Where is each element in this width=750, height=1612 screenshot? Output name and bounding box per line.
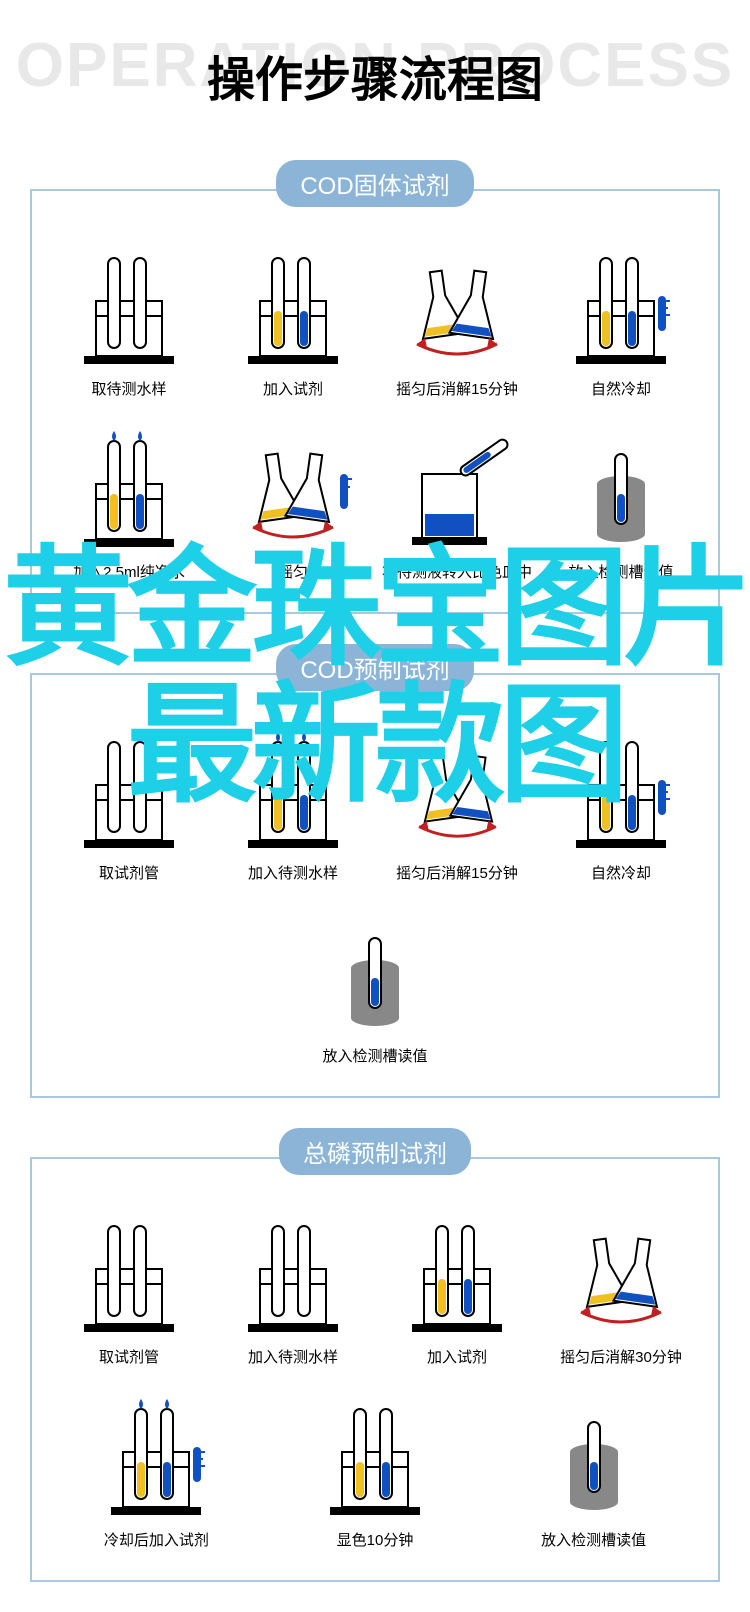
section-tab-wrap: COD固体试剂 [0, 160, 750, 207]
rack-thermo-icon [546, 236, 696, 366]
step-label: 取试剂管 [67, 862, 192, 883]
step-label: 放入检测槽读值 [546, 561, 696, 582]
step-item: 放入检测槽读值 [313, 903, 438, 1066]
section-tab-wrap: COD预制试剂 [0, 644, 750, 691]
rack-empty-icon [54, 236, 204, 366]
step-label: 取待测水样 [54, 378, 204, 399]
flask-shake-icon [382, 236, 532, 366]
step-item: 加入试剂 [382, 1204, 532, 1367]
rack-drops-icon [231, 720, 356, 850]
pour-icon [382, 419, 532, 549]
step-item: 自然冷却 [559, 720, 684, 883]
rack-yb-icon [382, 1204, 532, 1334]
section-box-cod-solid: 取待测水样加入试剂摇匀后消解15分钟自然冷却加入2.5ml纯净水摇匀将待测液转入… [30, 189, 720, 614]
rack-yb-icon [300, 1387, 450, 1517]
step-grid: 取试剂管加入待测水样加入试剂摇匀后消解30分钟冷却后加入试剂 显色10分钟 放入检测… [52, 1204, 698, 1550]
step-item: 加入待测水样 [218, 1204, 368, 1367]
section-tab: COD固体试剂 [276, 160, 473, 207]
section-tab: 总磷预制试剂 [279, 1128, 471, 1175]
step-label: 摇匀 [218, 561, 368, 582]
step-grid: 取待测水样加入试剂摇匀后消解15分钟自然冷却加入2.5ml纯净水摇匀将待测液转入… [52, 236, 698, 582]
step-item: 加入试剂 [218, 236, 368, 399]
step-item: 摇匀后消解30分钟 [546, 1204, 696, 1367]
step-grid: 取试剂管 加入待测水样 摇匀后消解15分钟 自然冷却放入检测槽读值 [52, 720, 698, 1066]
step-label: 加入试剂 [382, 1346, 532, 1367]
step-item: 冷却后加入试剂 [81, 1387, 231, 1550]
step-label: 冷却后加入试剂 [81, 1529, 231, 1550]
step-item: 放入检测槽读值 [519, 1387, 669, 1550]
step-item: 取待测水样 [54, 236, 204, 399]
cup-icon [546, 419, 696, 549]
section-box-phosphorus: 取试剂管加入待测水样加入试剂摇匀后消解30分钟冷却后加入试剂 显色10分钟 放入检测… [30, 1157, 720, 1582]
rack-drops-thermo-icon [81, 1387, 231, 1517]
step-label: 放入检测槽读值 [313, 1045, 438, 1066]
flask-shake-icon [395, 720, 520, 850]
step-item: 摇匀 [218, 419, 368, 582]
step-label: 将待测液转入比色皿中 [382, 561, 532, 582]
rack-empty-icon [54, 1204, 204, 1334]
cup-icon [519, 1387, 669, 1517]
section-tab: COD预制试剂 [276, 644, 473, 691]
step-label: 显色10分钟 [300, 1529, 450, 1550]
step-item: 自然冷却 [546, 236, 696, 399]
step-label: 自然冷却 [546, 378, 696, 399]
rack-drops-icon [54, 419, 204, 549]
step-label: 自然冷却 [559, 862, 684, 883]
step-item: 加入待测水样 [231, 720, 356, 883]
header: OPERATION PROCESS 操作步骤流程图 [0, 0, 750, 140]
step-label: 取试剂管 [54, 1346, 204, 1367]
step-label: 摇匀后消解15分钟 [382, 378, 532, 399]
rack-thermo-icon [559, 720, 684, 850]
section-tab-wrap: 总磷预制试剂 [0, 1128, 750, 1175]
step-label: 加入2.5ml纯净水 [54, 561, 204, 582]
rack-empty-icon [218, 1204, 368, 1334]
step-item: 摇匀后消解15分钟 [382, 236, 532, 399]
flask-shake-icon [546, 1204, 696, 1334]
step-label: 加入试剂 [218, 378, 368, 399]
rack-empty-icon [67, 720, 192, 850]
step-label: 摇匀后消解15分钟 [395, 862, 520, 883]
step-item: 加入2.5ml纯净水 [54, 419, 204, 582]
step-item: 放入检测槽读值 [546, 419, 696, 582]
step-item: 摇匀后消解15分钟 [395, 720, 520, 883]
step-label: 加入待测水样 [231, 862, 356, 883]
rack-yb-icon [218, 236, 368, 366]
step-item: 显色10分钟 [300, 1387, 450, 1550]
section-box-cod-premade: 取试剂管 加入待测水样 摇匀后消解15分钟 自然冷却放入检测槽读值 [30, 673, 720, 1098]
step-label: 放入检测槽读值 [519, 1529, 669, 1550]
step-label: 加入待测水样 [218, 1346, 368, 1367]
main-title: 操作步骤流程图 [0, 40, 750, 110]
step-item: 将待测液转入比色皿中 [382, 419, 532, 582]
step-label: 摇匀后消解30分钟 [546, 1346, 696, 1367]
step-item: 取试剂管 [54, 1204, 204, 1367]
step-item: 取试剂管 [67, 720, 192, 883]
cup-icon [313, 903, 438, 1033]
flask-shake-thermo-icon [218, 419, 368, 549]
